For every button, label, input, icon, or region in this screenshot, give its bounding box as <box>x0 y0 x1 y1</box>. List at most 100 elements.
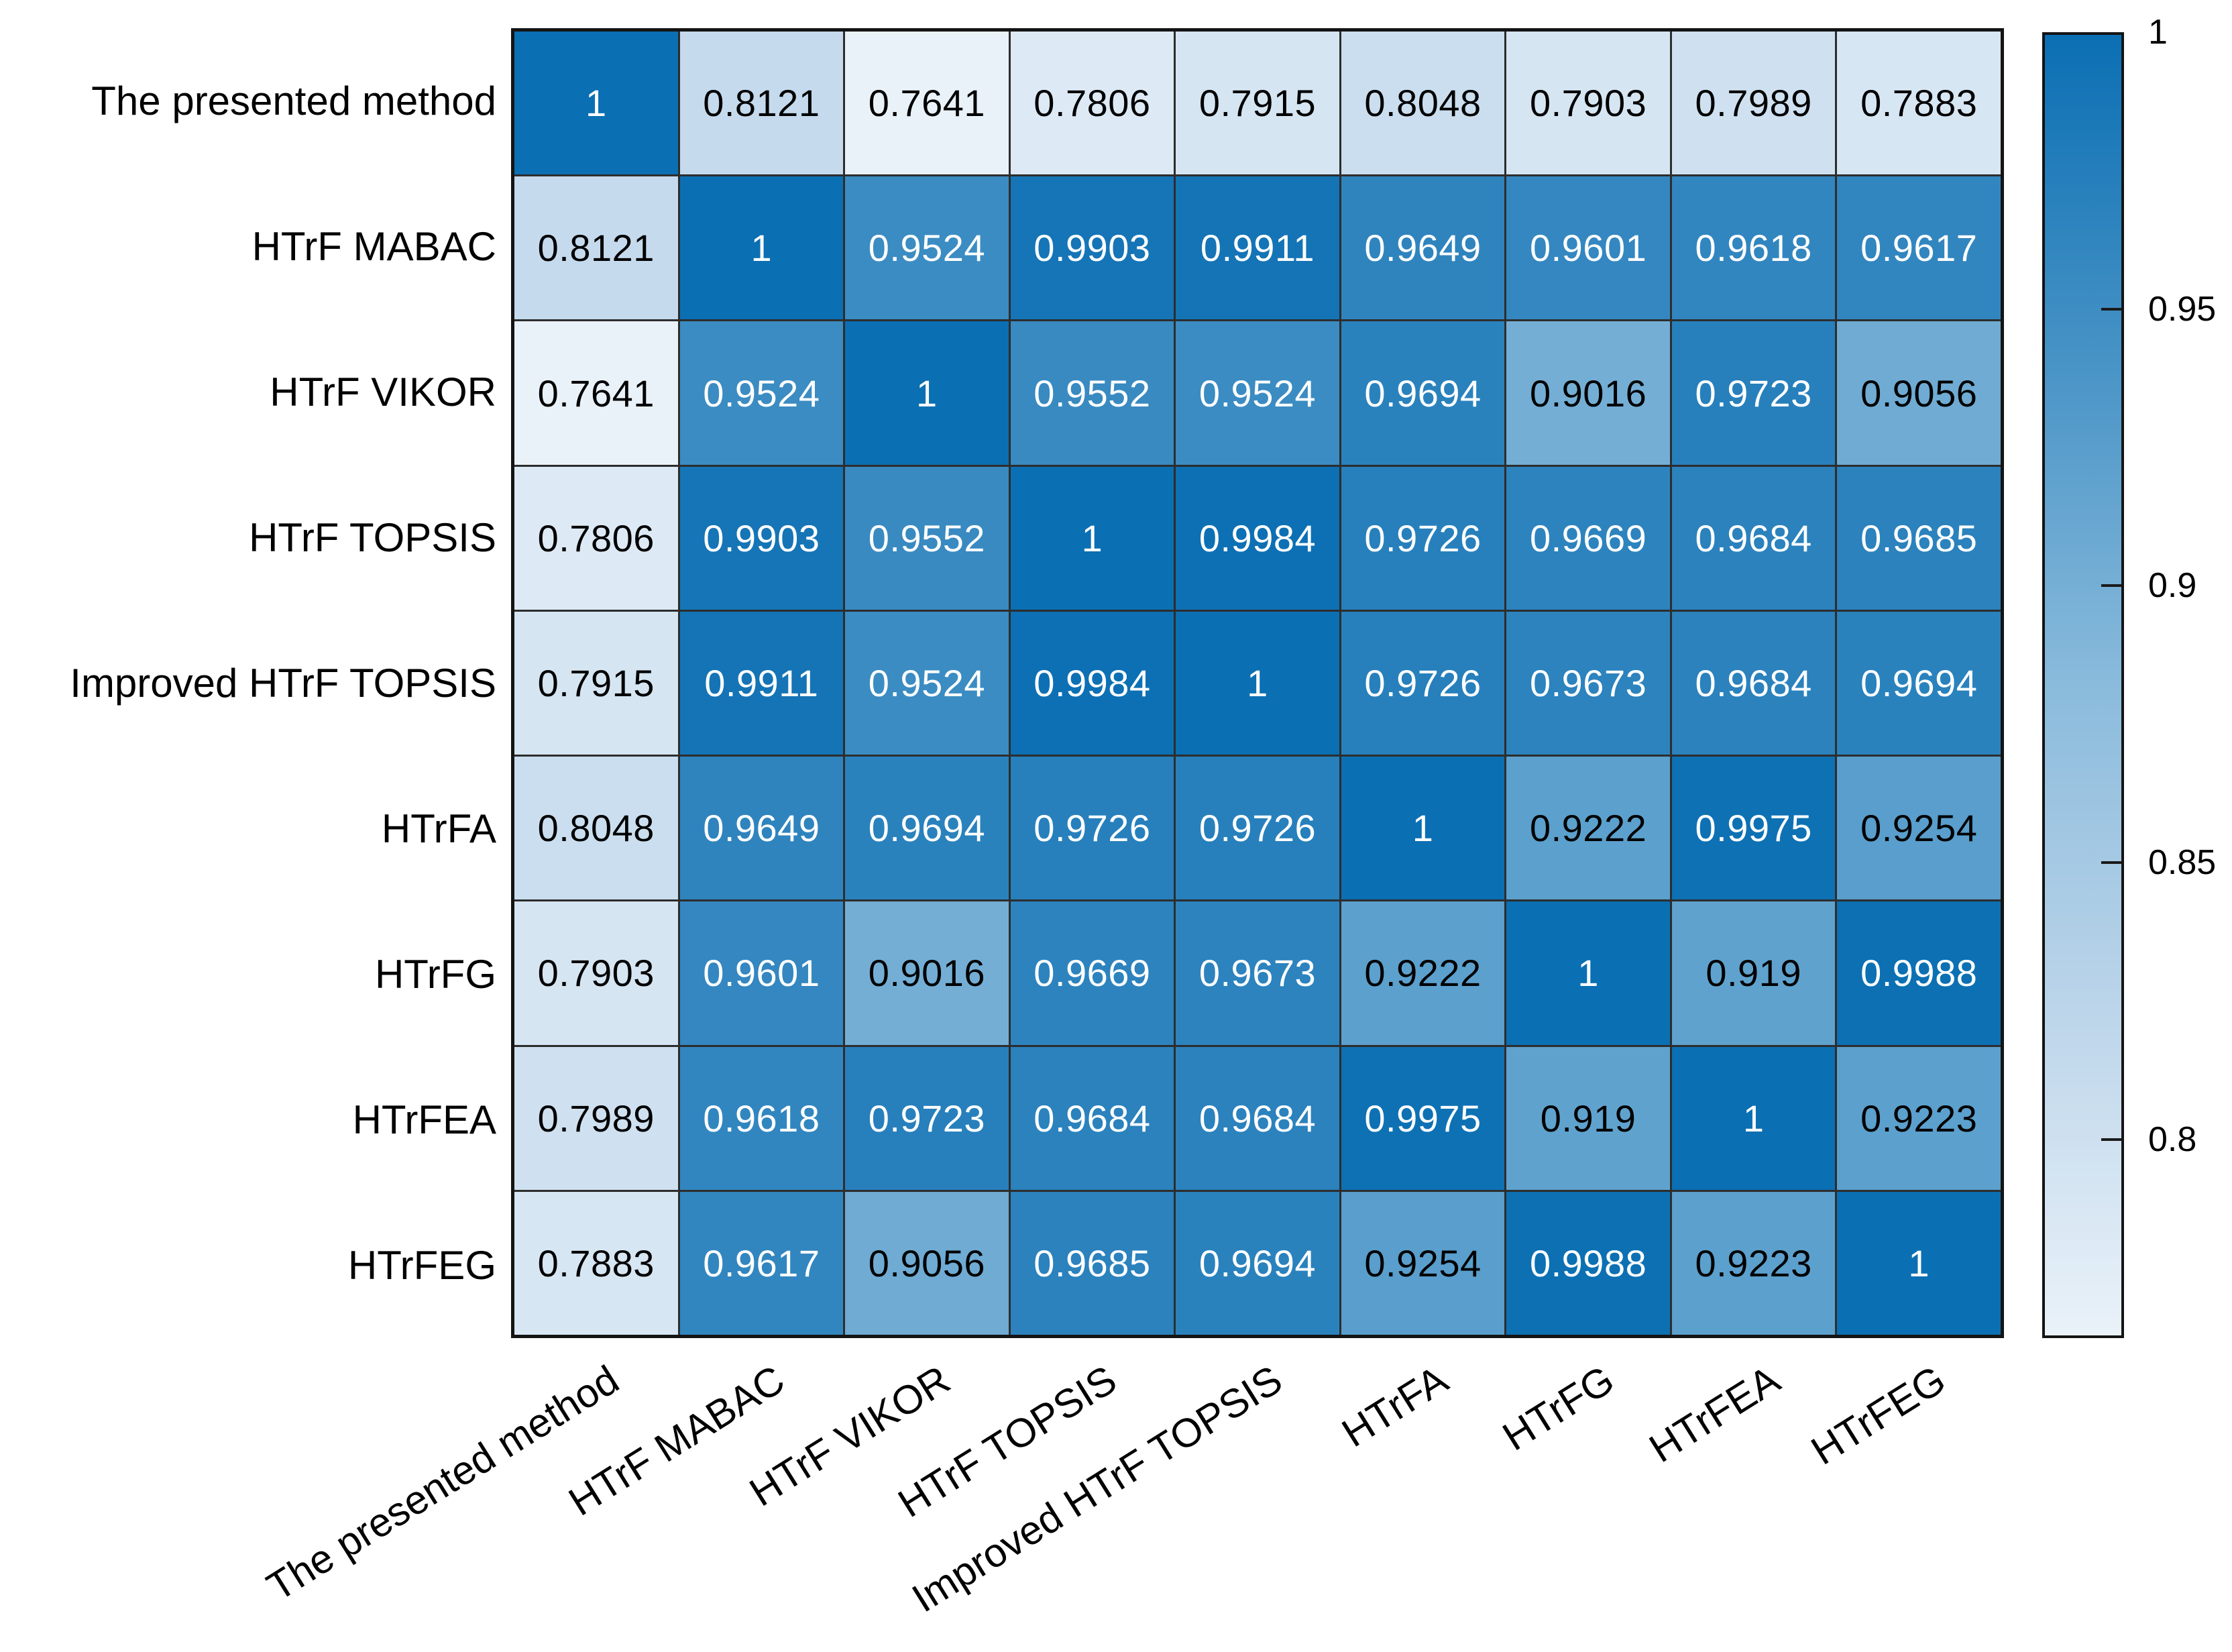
heatmap-cell: 0.9016 <box>1506 321 1670 465</box>
heatmap-cell: 0.9694 <box>1341 321 1505 465</box>
heatmap-cell: 0.9694 <box>1837 611 2001 755</box>
heatmap-cell: 0.9618 <box>1671 176 1836 320</box>
heatmap-cell: 0.7641 <box>514 321 678 465</box>
heatmap-cell: 0.9669 <box>1506 466 1670 610</box>
heatmap-cell: 0.9056 <box>1837 321 2001 465</box>
heatmap-cell: 1 <box>1010 466 1174 610</box>
y-axis-label: HTrF VIKOR <box>270 369 496 415</box>
colorbar-tick-label: 0.95 <box>2148 289 2217 329</box>
heatmap-cell: 0.8121 <box>514 176 678 320</box>
heatmap-cell: 0.7883 <box>514 1191 678 1335</box>
colorbar-tick-label: 0.85 <box>2148 843 2217 883</box>
heatmap-cell: 0.7915 <box>514 611 678 755</box>
heatmap-cell: 0.919 <box>1671 901 1836 1045</box>
x-axis-label: HTrFG <box>1494 1356 1622 1460</box>
heatmap-cell: 0.7883 <box>1837 32 2001 175</box>
heatmap-cell: 0.7989 <box>514 1046 678 1190</box>
heatmap-cell: 1 <box>1341 757 1505 900</box>
colorbar-tick <box>2101 1138 2121 1141</box>
heatmap-cell: 0.9601 <box>1506 176 1670 320</box>
heatmap-cell: 0.8121 <box>679 32 844 175</box>
heatmap-cell: 0.9669 <box>1010 901 1174 1045</box>
heatmap-cell: 0.9552 <box>845 466 1009 610</box>
heatmap-cell: 1 <box>514 32 678 175</box>
heatmap-cell: 0.9222 <box>1506 757 1670 900</box>
heatmap-cell: 0.8048 <box>1341 32 1505 175</box>
heatmap-cell: 0.7806 <box>1010 32 1174 175</box>
heatmap-cell: 0.9254 <box>1341 1191 1505 1335</box>
heatmap-cell: 0.9016 <box>845 901 1009 1045</box>
colorbar-tick-label: 0.9 <box>2148 566 2197 606</box>
y-axis-label: HTrFA <box>381 806 496 851</box>
heatmap-cell: 0.7915 <box>1176 32 1339 175</box>
heatmap-cell: 0.9684 <box>1176 1046 1339 1190</box>
heatmap-cell: 0.9601 <box>679 901 844 1045</box>
heatmap-cell: 0.9524 <box>1176 321 1339 465</box>
heatmap-cell: 0.9222 <box>1341 901 1505 1045</box>
colorbar-gradient <box>2045 35 2121 1335</box>
heatmap-cell: 0.8048 <box>514 757 678 900</box>
heatmap-cell: 1 <box>845 321 1009 465</box>
heatmap-cell: 0.9726 <box>1010 757 1174 900</box>
heatmap-cell: 0.9617 <box>1837 176 2001 320</box>
y-axis-label: HTrFG <box>374 951 496 997</box>
x-axis-label: HTrFA <box>1334 1356 1456 1456</box>
heatmap-cell: 0.9726 <box>1176 757 1339 900</box>
heatmap-grid: 1 0.8121 0.7641 0.7806 0.7915 0.8048 0.7903 0.7… <box>511 28 2004 1338</box>
heatmap-cell: 0.7641 <box>845 32 1009 175</box>
heatmap-cell: 0.9903 <box>1010 176 1174 320</box>
heatmap-cell: 1 <box>1176 611 1339 755</box>
heatmap-cell: 0.9723 <box>845 1046 1009 1190</box>
heatmap-cell: 1 <box>1671 1046 1836 1190</box>
heatmap-cell: 0.9618 <box>679 1046 844 1190</box>
colorbar-tick-label: 1 <box>2148 13 2168 52</box>
heatmap-cell: 0.9685 <box>1010 1191 1174 1335</box>
heatmap-cell: 0.9911 <box>1176 176 1339 320</box>
heatmap-cell: 1 <box>1837 1191 2001 1335</box>
heatmap-cell: 0.9673 <box>1176 901 1339 1045</box>
heatmap-cell: 0.9649 <box>679 757 844 900</box>
heatmap-cell: 0.7806 <box>514 466 678 610</box>
heatmap-cell: 0.9988 <box>1837 901 2001 1045</box>
heatmap-cell: 0.9673 <box>1506 611 1670 755</box>
heatmap-cell: 0.9911 <box>679 611 844 755</box>
heatmap-cell: 0.9223 <box>1837 1046 2001 1190</box>
heatmap-cell: 0.7989 <box>1671 32 1836 175</box>
heatmap-cell: 1 <box>1506 901 1670 1045</box>
heatmap-cell: 0.9984 <box>1176 466 1339 610</box>
heatmap-cell: 0.9684 <box>1010 1046 1174 1190</box>
heatmap-cell: 0.9617 <box>679 1191 844 1335</box>
heatmap-cell: 0.9694 <box>845 757 1009 900</box>
heatmap-cell: 0.9649 <box>1341 176 1505 320</box>
heatmap-cell: 0.9685 <box>1837 466 2001 610</box>
y-axis-label: HTrFEG <box>347 1242 496 1288</box>
y-axis-label: HTrF TOPSIS <box>249 514 496 560</box>
heatmap-cell: 0.9684 <box>1671 466 1836 610</box>
heatmap-cell: 0.9056 <box>845 1191 1009 1335</box>
heatmap-cell: 0.9988 <box>1506 1191 1670 1335</box>
colorbar-tick <box>2101 861 2121 865</box>
colorbar-tick <box>2101 307 2121 311</box>
heatmap-cell: 0.9903 <box>679 466 844 610</box>
heatmap-cell: 0.9726 <box>1341 466 1505 610</box>
heatmap-cell: 0.919 <box>1506 1046 1670 1190</box>
colorbar <box>2042 32 2124 1338</box>
x-axis-label: HTrFEG <box>1803 1356 1954 1474</box>
heatmap-cell: 0.9726 <box>1341 611 1505 755</box>
heatmap-cell: 0.9552 <box>1010 321 1174 465</box>
y-axis-label: Improved HTrF TOPSIS <box>70 660 496 706</box>
heatmap-cell: 0.9223 <box>1671 1191 1836 1335</box>
heatmap-cell: 0.9254 <box>1837 757 2001 900</box>
heatmap-cell: 0.9684 <box>1671 611 1836 755</box>
heatmap-cell: 0.9524 <box>845 611 1009 755</box>
heatmap-cell: 0.9975 <box>1671 757 1836 900</box>
heatmap-cell: 0.9694 <box>1176 1191 1339 1335</box>
heatmap-cell: 0.9975 <box>1341 1046 1505 1190</box>
colorbar-tick <box>2101 584 2121 588</box>
colorbar-tick-label: 0.8 <box>2148 1119 2197 1159</box>
heatmap-cell: 0.7903 <box>1506 32 1670 175</box>
x-axis-label: HTrFEA <box>1641 1356 1788 1472</box>
heatmap-cell: 0.9984 <box>1010 611 1174 755</box>
heatmap-cell: 0.7903 <box>514 901 678 1045</box>
